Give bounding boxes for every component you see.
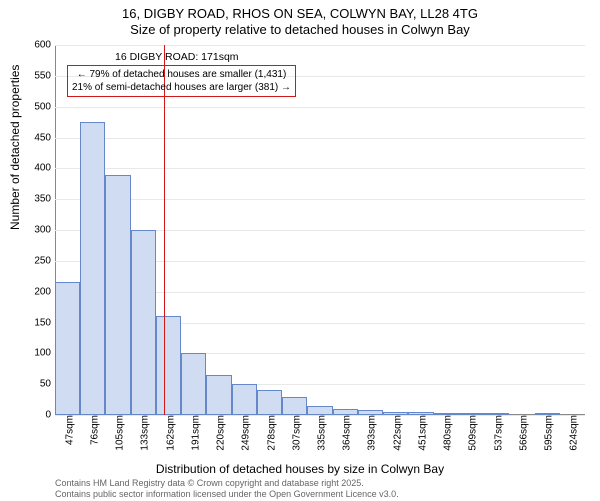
x-tick: 509sqm bbox=[464, 415, 479, 451]
highlight-line bbox=[164, 45, 165, 415]
histogram-bar bbox=[55, 282, 80, 415]
y-tick: 100 bbox=[34, 348, 55, 359]
annotation-line-2: 21% of semi-detached houses are larger (… bbox=[72, 81, 291, 94]
y-tick: 300 bbox=[34, 225, 55, 236]
x-tick: 76sqm bbox=[85, 415, 100, 445]
gridline bbox=[55, 107, 585, 108]
y-tick: 450 bbox=[34, 132, 55, 143]
plot-area: 05010015020025030035040045050055060047sq… bbox=[55, 45, 585, 415]
y-tick: 500 bbox=[34, 101, 55, 112]
x-tick: 364sqm bbox=[338, 415, 353, 451]
annotation-title: 16 DIGBY ROAD: 171sqm bbox=[115, 51, 239, 63]
y-tick: 550 bbox=[34, 70, 55, 81]
license-line-1: Contains HM Land Registry data © Crown c… bbox=[55, 478, 399, 489]
x-axis-label: Distribution of detached houses by size … bbox=[0, 462, 600, 476]
gridline bbox=[55, 138, 585, 139]
histogram-bar bbox=[257, 390, 282, 415]
histogram-bar bbox=[80, 122, 105, 415]
x-tick: 624sqm bbox=[565, 415, 580, 451]
gridline bbox=[55, 199, 585, 200]
license-line-2: Contains public sector information licen… bbox=[55, 489, 399, 500]
histogram-bar bbox=[105, 175, 130, 416]
y-tick: 350 bbox=[34, 194, 55, 205]
y-tick: 50 bbox=[40, 379, 55, 390]
x-tick: 451sqm bbox=[413, 415, 428, 451]
gridline bbox=[55, 168, 585, 169]
y-tick: 250 bbox=[34, 255, 55, 266]
histogram-bar bbox=[282, 397, 307, 416]
histogram-bar bbox=[181, 353, 206, 415]
license-text: Contains HM Land Registry data © Crown c… bbox=[55, 478, 399, 501]
histogram-bar bbox=[232, 384, 257, 415]
y-tick: 400 bbox=[34, 163, 55, 174]
x-tick: 249sqm bbox=[237, 415, 252, 451]
chart-container: 16, DIGBY ROAD, RHOS ON SEA, COLWYN BAY,… bbox=[0, 0, 600, 500]
title-block: 16, DIGBY ROAD, RHOS ON SEA, COLWYN BAY,… bbox=[0, 0, 600, 39]
x-tick: 162sqm bbox=[161, 415, 176, 451]
y-tick: 150 bbox=[34, 317, 55, 328]
x-tick: 335sqm bbox=[313, 415, 328, 451]
histogram-bar bbox=[307, 406, 332, 415]
x-tick: 105sqm bbox=[111, 415, 126, 451]
x-tick: 133sqm bbox=[136, 415, 151, 451]
x-tick: 537sqm bbox=[489, 415, 504, 451]
y-tick: 600 bbox=[34, 40, 55, 51]
gridline bbox=[55, 45, 585, 46]
y-axis-label: Number of detached properties bbox=[8, 65, 22, 230]
title-line-1: 16, DIGBY ROAD, RHOS ON SEA, COLWYN BAY,… bbox=[0, 6, 600, 22]
x-tick: 393sqm bbox=[363, 415, 378, 451]
x-tick: 278sqm bbox=[262, 415, 277, 451]
x-tick: 307sqm bbox=[287, 415, 302, 451]
annotation-line-1: ← 79% of detached houses are smaller (1,… bbox=[72, 68, 291, 81]
x-tick: 595sqm bbox=[540, 415, 555, 451]
histogram-bar bbox=[206, 375, 231, 415]
x-tick: 220sqm bbox=[212, 415, 227, 451]
histogram-bar bbox=[156, 316, 181, 415]
y-tick: 200 bbox=[34, 286, 55, 297]
x-tick: 480sqm bbox=[439, 415, 454, 451]
histogram-bar bbox=[131, 230, 156, 415]
title-line-2: Size of property relative to detached ho… bbox=[0, 22, 600, 38]
y-tick: 0 bbox=[45, 410, 55, 421]
annotation-box: ← 79% of detached houses are smaller (1,… bbox=[67, 65, 296, 97]
x-tick: 191sqm bbox=[186, 415, 201, 451]
x-tick: 422sqm bbox=[388, 415, 403, 451]
x-tick: 47sqm bbox=[60, 415, 75, 445]
x-tick: 566sqm bbox=[514, 415, 529, 451]
